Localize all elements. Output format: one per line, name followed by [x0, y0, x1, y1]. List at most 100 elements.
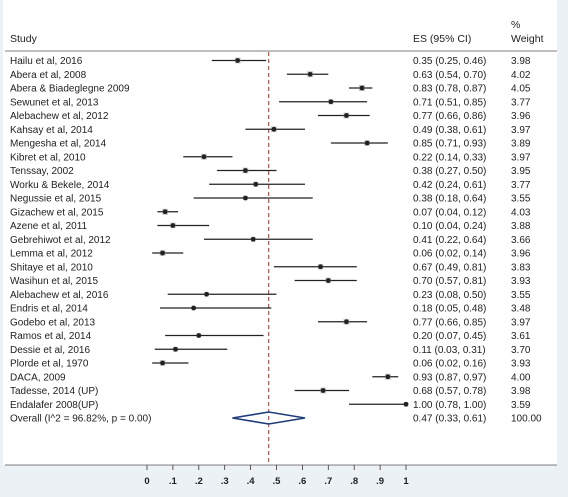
point-estimate [403, 401, 409, 407]
weight-value: 3.96 [511, 111, 531, 122]
es-ci-value: 0.38 (0.18, 0.64) [413, 194, 486, 205]
study-label: Negussie et al, 2015 [10, 194, 102, 205]
es-ci-value: 0.77 (0.66, 0.86) [413, 111, 486, 122]
study-label: Wasihun et al, 2015 [10, 276, 98, 287]
weight-value: 3.59 [511, 400, 531, 411]
es-ci-value: 0.38 (0.27, 0.50) [413, 166, 486, 177]
weight-value: 3.77 [511, 180, 531, 191]
study-label: Hailu et al, 2016 [10, 56, 83, 67]
point-estimate [196, 333, 202, 338]
study-label: Alebachew et al, 2016 [10, 290, 109, 301]
point-estimate [160, 250, 165, 256]
weight-value: 3.95 [511, 166, 531, 177]
point-estimate [344, 319, 349, 325]
x-tick-label: .8 [350, 476, 358, 487]
plot-marks [152, 52, 409, 465]
x-tick-label: .3 [221, 476, 229, 487]
x-tick-label: .7 [324, 476, 332, 487]
es-ci-value: 0.83 (0.78, 0.87) [413, 84, 486, 95]
overall-es-ci: 0.47 (0.33, 0.61) [413, 414, 486, 425]
es-ci-value: 0.70 (0.57, 0.81) [413, 276, 486, 287]
es-ci-value: 0.35 (0.25, 0.46) [413, 56, 486, 67]
weight-value: 3.61 [511, 331, 531, 342]
weight-value: 3.89 [511, 139, 531, 150]
study-label: Azene et al, 2011 [10, 221, 88, 232]
weight-value: 3.77 [511, 97, 531, 108]
x-tick-label: .5 [273, 476, 282, 487]
study-label: Plorde et al, 1970 [10, 359, 89, 370]
es-ci-value: 0.06 (0.02, 0.16) [413, 359, 486, 370]
point-estimate [253, 181, 259, 187]
es-ci-value: 0.71 (0.51, 0.85) [413, 97, 486, 108]
es-ci-value: 0.77 (0.66, 0.85) [413, 317, 486, 328]
es-ci-value: 0.18 (0.05, 0.48) [413, 304, 486, 315]
point-estimate [201, 154, 207, 160]
weight-value: 3.97 [511, 125, 531, 136]
study-label: Ramos et al, 2014 [10, 331, 92, 342]
point-estimate [243, 168, 248, 173]
weight-value: 3.83 [511, 262, 531, 273]
point-estimate [235, 58, 241, 63]
point-estimate [271, 126, 277, 132]
es-column-header: ES (95% CI) [413, 33, 471, 45]
point-estimate [243, 195, 248, 201]
overall-diamond [232, 411, 306, 425]
weight-value: 3.48 [511, 304, 531, 315]
weight-value: 3.93 [511, 276, 531, 287]
overall-weight: 100.00 [511, 414, 542, 425]
study-label: Gizachew et al, 2015 [10, 207, 104, 218]
es-ci-value: 0.85 (0.71, 0.93) [413, 139, 486, 150]
study-label: Tadesse, 2014 (UP) [10, 386, 98, 397]
weight-value: 3.88 [511, 221, 531, 232]
es-ci-value: 0.41 (0.22, 0.64) [413, 235, 486, 246]
weight-value: 3.55 [511, 194, 531, 205]
es-ci-value: 0.68 (0.57, 0.78) [413, 386, 486, 397]
point-estimate [318, 264, 323, 270]
point-estimate [191, 305, 197, 311]
es-ci-value: 0.23 (0.08, 0.50) [413, 290, 486, 301]
weight-value: 4.05 [511, 84, 531, 95]
study-label: Mengesha et al, 2014 [10, 139, 107, 150]
es-ci-value: 0.93 (0.87, 0.97) [413, 372, 486, 383]
x-tick-label: 0 [144, 476, 149, 487]
study-label: Endalafer 2008(UP) [10, 400, 98, 411]
point-estimate [364, 140, 370, 146]
point-estimate [160, 360, 165, 366]
x-tick-label: .9 [376, 476, 384, 487]
weight-value: 4.02 [511, 70, 531, 81]
study-label: Kahsay et al, 2014 [10, 125, 93, 136]
study-rows: Hailu et al, 2016 0.35 (0.25, 0.46) 3.98 Ab… [10, 56, 542, 425]
study-label: Sewunet et al, 2013 [10, 97, 99, 108]
x-axis: 0 .1 .2 .3 .4 .5 .6 .7 .8 .9 1 [144, 465, 409, 487]
weight-value: 3.55 [511, 290, 531, 301]
weight-value: 3.66 [511, 235, 531, 246]
header-row: Study ES (95% CI) % Weight [10, 19, 544, 45]
es-ci-value: 0.11 (0.03, 0.31) [413, 345, 486, 356]
weight-value: 3.70 [511, 345, 531, 356]
point-estimate [320, 388, 326, 393]
weight-header-line1: % [511, 19, 520, 31]
point-estimate [307, 71, 313, 77]
es-ci-value: 1.00 (0.78, 1.00) [413, 400, 486, 411]
study-column-header: Study [10, 33, 38, 45]
es-ci-value: 0.20 (0.07, 0.45) [413, 331, 486, 342]
study-label: Tenssay, 2002 [10, 166, 74, 177]
study-label: Abera et al, 2008 [10, 70, 87, 81]
x-tick-label: 1 [403, 476, 409, 487]
study-label: Kibret et al, 2010 [10, 152, 86, 163]
weight-header-line2: Weight [511, 33, 544, 45]
study-label: Abera & Biadeglegne 2009 [10, 84, 130, 95]
point-estimate [204, 291, 209, 297]
point-estimate [328, 99, 334, 105]
point-estimate [250, 236, 256, 242]
weight-value: 4.03 [511, 207, 531, 218]
point-estimate [173, 346, 178, 352]
x-tick-label: .1 [169, 476, 178, 487]
weight-value: 3.98 [511, 386, 531, 397]
point-estimate [162, 209, 168, 215]
es-ci-value: 0.10 (0.04, 0.24) [413, 221, 486, 232]
point-estimate [344, 113, 349, 118]
study-label: DACA, 2009 [10, 372, 66, 383]
study-label: Dessie et al, 2016 [10, 345, 90, 356]
